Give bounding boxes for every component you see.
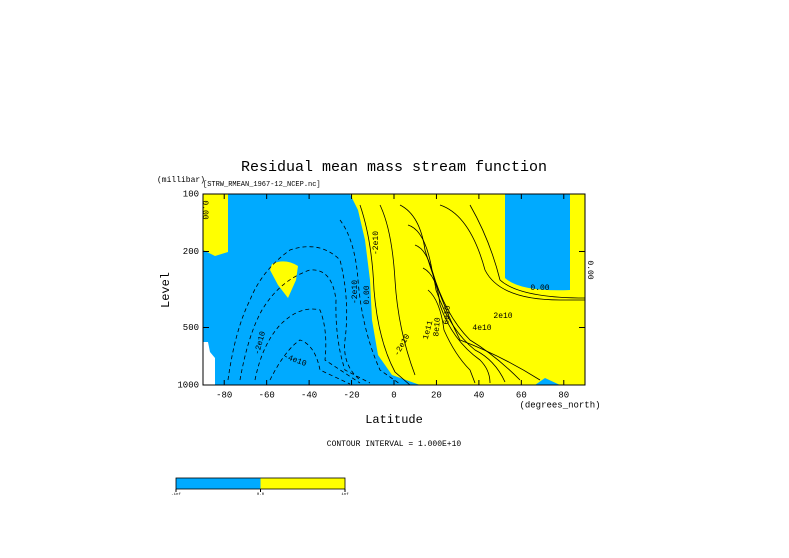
positive-region (270, 261, 298, 298)
contour-label: 0.00 (585, 260, 594, 279)
y-units: (millibar) (157, 176, 205, 185)
contour-label: 0.00 (363, 285, 372, 304)
positive-region (203, 194, 228, 256)
contour-label: 0.00 (530, 284, 549, 293)
contour-label: -2e10 (351, 280, 360, 304)
contour-label: 0.00 (200, 200, 209, 219)
x-tick-label: 20 (431, 390, 442, 400)
y-tick-label: 1000 (177, 380, 199, 390)
missing-region (203, 342, 215, 385)
y-tick-label: 200 (183, 247, 199, 257)
subtitle: [STRW_RMEAN_1967-12_NCEP.nc] (203, 181, 321, 189)
x-tick-label: -60 (259, 390, 275, 400)
colorbar-swatch (260, 478, 345, 489)
contour-label: 2e10 (493, 312, 512, 321)
y-tick-label: 500 (183, 323, 199, 333)
colorbar-swatch (176, 478, 261, 489)
contour-label: 4e10 (472, 324, 491, 333)
colorbar-label: 0.0 (257, 493, 265, 497)
contour-label: -2e10 (372, 231, 381, 255)
x-tick-label: 40 (473, 390, 484, 400)
contour-label: 8e10 (432, 317, 443, 337)
y-axis-label: Level (159, 272, 173, 308)
x-units: (degrees_north) (519, 400, 600, 410)
colorbar-label: -inf (171, 492, 181, 497)
y-tick-label: 100 (183, 189, 199, 199)
contour-field: 0.00-2e10-4e10-2e10 0.00-2e10-2e101e118e1… (200, 194, 594, 386)
x-tick-label: -80 (216, 390, 232, 400)
colorbar-label: inf (341, 492, 349, 497)
chart-title: Residual mean mass stream function (241, 159, 547, 176)
footnote: CONTOUR INTERVAL = 1.000E+10 (327, 440, 462, 449)
x-tick-label: 0 (391, 390, 396, 400)
x-tick-label: 80 (558, 390, 569, 400)
x-tick-label: -40 (301, 390, 317, 400)
x-tick-label: -20 (343, 390, 359, 400)
contour-label: 6e10 (442, 305, 453, 325)
x-axis-label: Latitude (365, 413, 423, 427)
x-tick-label: 60 (516, 390, 527, 400)
positive-region (350, 194, 585, 385)
